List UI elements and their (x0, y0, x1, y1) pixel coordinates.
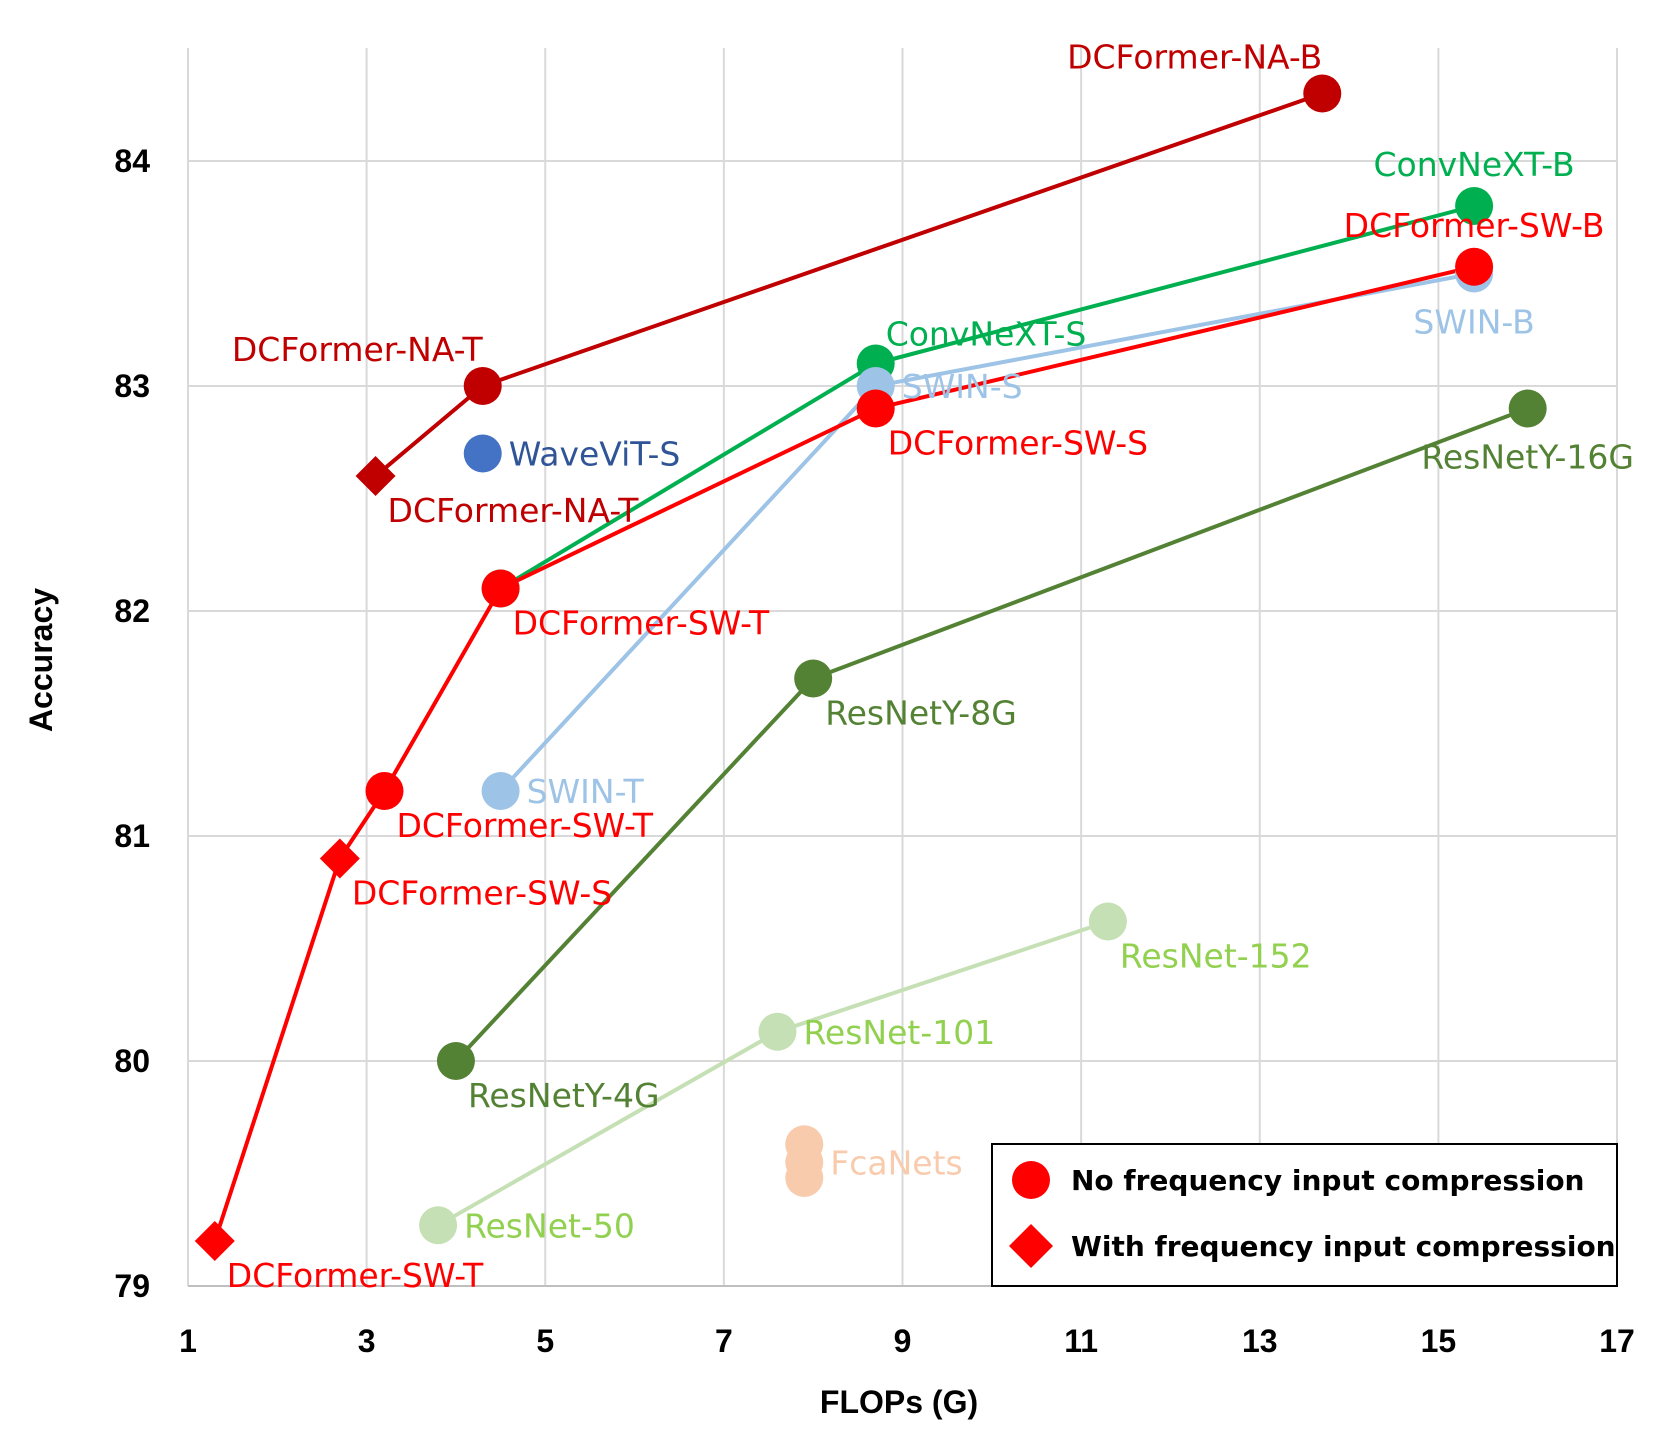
x-tick-label-9: 9 (894, 1323, 912, 1359)
x-tick-label-17: 17 (1599, 1323, 1635, 1359)
point-labels: DCFormer-NA-T DCFormer-NA-T DCFormer-NA-B C… (227, 38, 1634, 1296)
x-tick-label-3: 3 (358, 1323, 376, 1359)
point-label-5-0: ResNet-50 (464, 1206, 635, 1245)
point-label-2-1: SWIN-S (902, 367, 1023, 406)
y-axis-title: Accuracy (23, 588, 59, 732)
legend-diamond-marker (1009, 1224, 1053, 1268)
point-label-1-2: ConvNeXT-B (1373, 145, 1574, 184)
data-point-circle-0-2 (1303, 74, 1342, 113)
legend-circle-marker (1012, 1161, 1050, 1199)
data-point-diamond-0-0 (355, 456, 396, 496)
grid-lines (187, 48, 1618, 1287)
data-point-circle-5-2 (1088, 902, 1127, 941)
data-point-circle-3-5 (1455, 247, 1494, 286)
legend-box (991, 1143, 1618, 1287)
data-point-circle-3-2 (365, 772, 404, 810)
y-tick-label-79: 79 (114, 1268, 150, 1304)
data-point-circle-4-1 (794, 659, 833, 698)
y-tick-label-82: 82 (114, 593, 150, 629)
data-point-circle-1-2 (1455, 187, 1494, 225)
point-label-0-0: DCFormer-NA-T (388, 491, 640, 530)
point-label-7-1: FcaNets (830, 1143, 962, 1182)
y-tick-label-84: 84 (114, 143, 150, 179)
series-lines (212, 91, 1529, 1242)
data-point-circle-4-2 (1508, 389, 1547, 428)
point-label-3-0: DCFormer-SW-T (227, 1256, 484, 1295)
point-label-4-1: ResNetY-8G (825, 694, 1017, 733)
data-point-circle-7-2 (785, 1159, 824, 1197)
legend-label-no-compression: No frequency input compression (1071, 1164, 1585, 1197)
data-point-circle-3-3 (481, 569, 520, 608)
point-label-4-2: ResNetY-16G (1421, 438, 1634, 477)
x-tick-label-11: 11 (1064, 1323, 1098, 1359)
point-label-5-1: ResNet-101 (803, 1013, 995, 1052)
y-tick-label-83: 83 (114, 368, 150, 404)
y-tick-label-80: 80 (114, 1043, 150, 1079)
y-tick-label-81: 81 (114, 818, 150, 854)
series-line-3 (212, 264, 1475, 1242)
x-tick-label-1: 1 (179, 1323, 197, 1359)
point-label-5-2: ResNet-152 (1120, 937, 1312, 976)
data-markers (194, 74, 1547, 1261)
x-tick-label-7: 7 (715, 1323, 733, 1359)
data-point-circle-5-0 (419, 1206, 458, 1245)
point-label-4-0: ResNetY-4G (468, 1076, 660, 1115)
point-label-1-1: ConvNeXT-S (886, 315, 1087, 354)
data-point-circle-5-1 (758, 1012, 797, 1051)
point-label-3-4: DCFormer-SW-S (888, 424, 1148, 463)
point-label-6-0: WaveViT-S (509, 435, 681, 474)
data-point-circle-3-4 (856, 389, 895, 428)
data-point-circle-2-0 (481, 772, 520, 810)
point-label-3-5: DCFormer-SW-B (1344, 206, 1605, 245)
legend: No frequency input compression With freq… (991, 1143, 1618, 1287)
x-tick-label-5: 5 (536, 1323, 554, 1359)
data-point-diamond-3-1 (319, 838, 360, 879)
legend-label-with-compression: With frequency input compression (1071, 1230, 1616, 1263)
x-axis-title: FLOPs (G) (820, 1384, 978, 1420)
x-tick-label-15: 15 (1421, 1323, 1457, 1359)
point-label-2-0: SWIN-T (527, 772, 645, 811)
data-point-circle-4-0 (436, 1042, 475, 1080)
x-tick-label-13: 13 (1242, 1323, 1278, 1359)
point-label-2-2: SWIN-B (1413, 303, 1534, 342)
point-label-0-2: DCFormer-NA-B (1067, 38, 1322, 77)
point-label-0-1: DCFormer-NA-T (232, 330, 484, 369)
data-point-diamond-3-0 (194, 1221, 235, 1261)
point-label-3-1: DCFormer-SW-S (352, 874, 612, 913)
point-label-3-2: DCFormer-SW-T (396, 806, 653, 845)
data-point-circle-0-1 (463, 367, 502, 405)
data-point-circle-6-0 (463, 434, 502, 473)
point-label-3-3: DCFormer-SW-T (513, 604, 770, 643)
